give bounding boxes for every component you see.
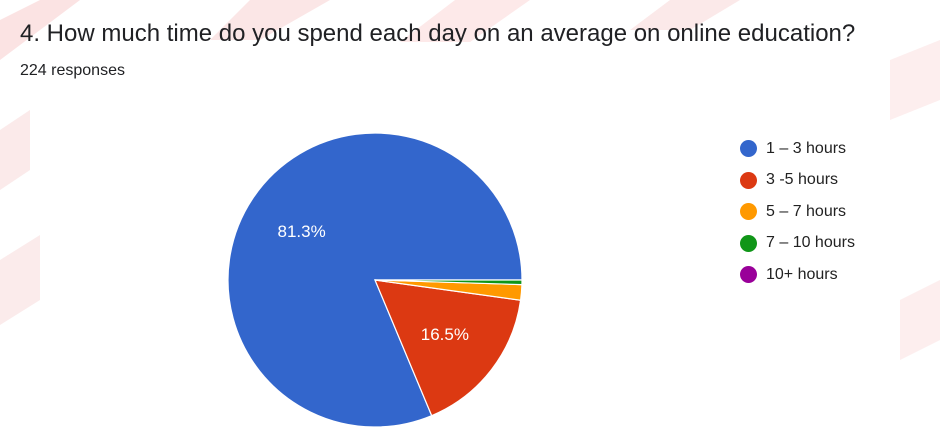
legend-item-3[interactable]: 5 – 7 hours xyxy=(740,196,855,228)
response-count: 224 responses xyxy=(20,62,125,79)
legend-label: 10+ hours xyxy=(766,265,838,283)
legend-label: 5 – 7 hours xyxy=(766,202,847,220)
slice-label-1: 81.3% xyxy=(277,222,325,241)
legend-swatch xyxy=(740,234,757,252)
slice-label-2: 16.5% xyxy=(421,325,469,344)
chart-legend: 1 – 3 hours 3 -5 hours 5 – 7 hours 7 – 10 h… xyxy=(740,133,855,291)
legend-swatch xyxy=(740,266,757,284)
legend-item-4[interactable]: 7 – 10 hours xyxy=(740,228,855,260)
legend-item-1[interactable]: 1 – 3 hours xyxy=(740,133,855,165)
legend-label: 7 – 10 hours xyxy=(766,234,855,252)
legend-swatch xyxy=(740,171,757,189)
question-title: 4. How much time do you spend each day o… xyxy=(20,20,856,47)
legend-item-2[interactable]: 3 -5 hours xyxy=(740,165,855,197)
pie-slice-2[interactable] xyxy=(374,279,522,417)
pie-slice-4[interactable] xyxy=(374,279,523,286)
legend-swatch xyxy=(740,140,757,158)
legend-item-5[interactable]: 10+ hours xyxy=(740,259,855,291)
legend-label: 3 -5 hours xyxy=(766,171,839,189)
legend-label: 1 – 3 hours xyxy=(766,139,847,157)
legend-swatch xyxy=(740,203,757,221)
